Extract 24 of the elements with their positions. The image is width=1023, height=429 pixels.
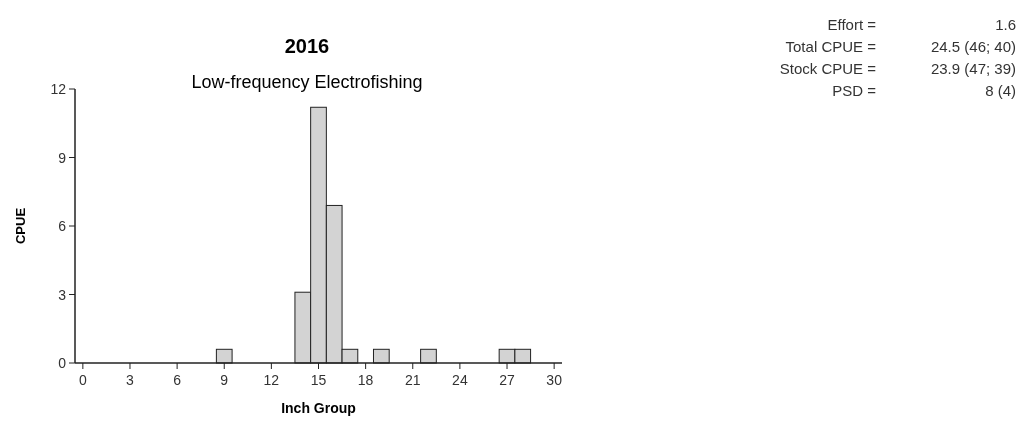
y-axis-title: CPUE	[13, 207, 28, 245]
y-tick-label: 9	[58, 149, 67, 166]
chart-subtitle: Low-frequency Electrofishing	[191, 72, 423, 92]
x-tick-label: 18	[357, 372, 374, 388]
text: Total CPUE = 24.5 (46; 40)	[785, 38, 1016, 55]
text: PSD = 8 (4)	[832, 82, 1016, 99]
x-tick-label: 21	[404, 372, 421, 388]
x-tick-label: 6	[173, 372, 182, 388]
text: Effort = 1.6	[827, 16, 1016, 33]
y-tick-label: 0	[58, 355, 67, 371]
x-tick-label: 24	[452, 372, 468, 388]
y-tick-label: 12	[50, 81, 67, 97]
x-tick-label: 9	[220, 372, 229, 388]
x-tick-label: 15	[310, 372, 327, 388]
x-tick-label: 0	[78, 372, 87, 388]
chart-title: 2016	[284, 35, 330, 57]
y-tick-label: 3	[58, 286, 67, 303]
text: Stock CPUE = 23.9 (47; 39)	[779, 60, 1016, 77]
x-axis-title: Inch Group	[281, 400, 356, 416]
y-tick-label: 6	[58, 218, 67, 234]
x-tick-label: 3	[126, 372, 135, 388]
x-tick-label: 30	[546, 372, 563, 388]
x-tick-label: 12	[263, 372, 280, 388]
x-tick-label: 27	[499, 372, 516, 388]
